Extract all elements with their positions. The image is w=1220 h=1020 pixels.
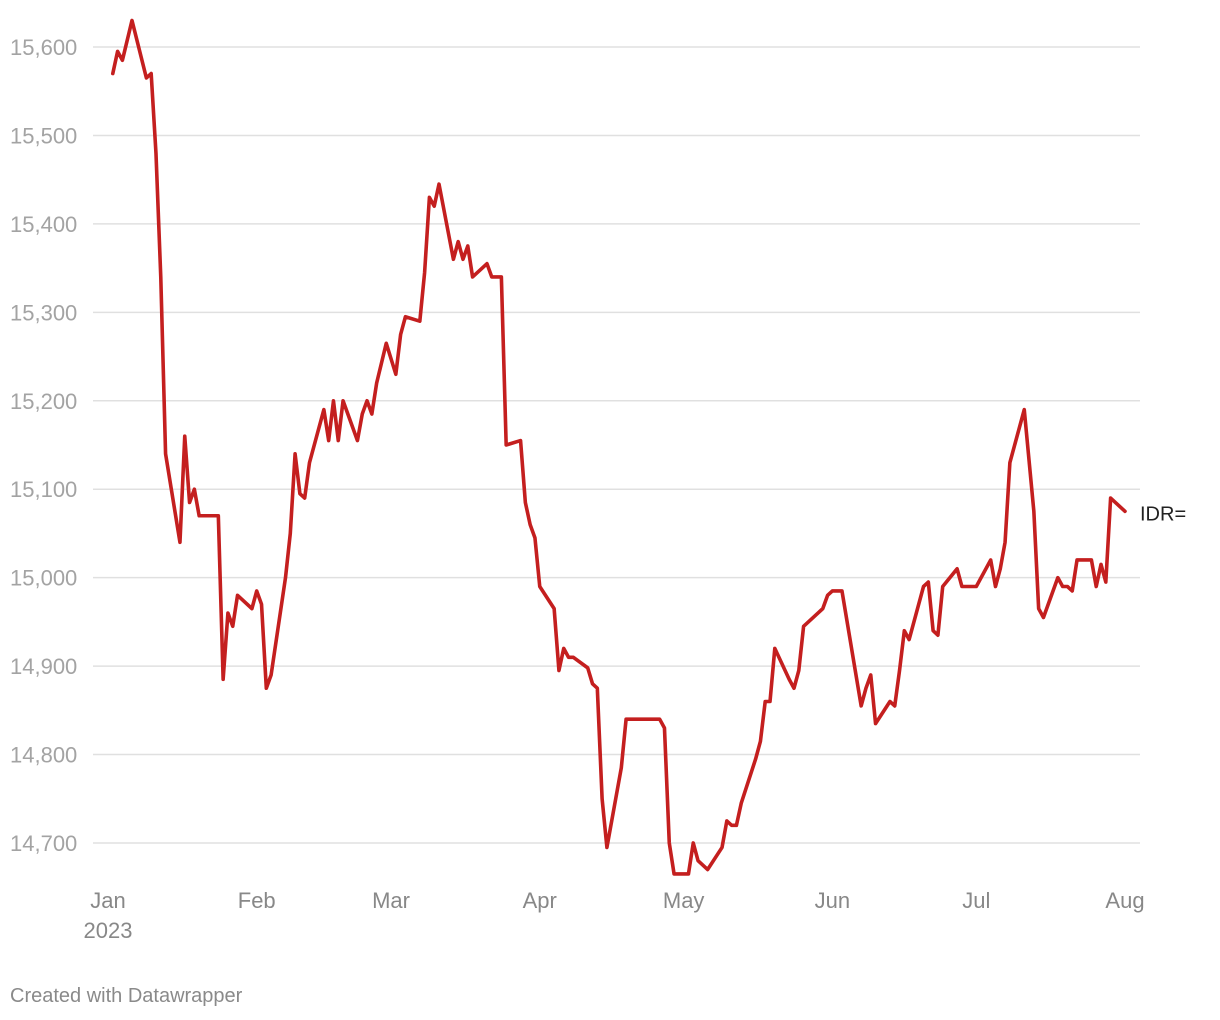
series-lines xyxy=(111,18,1127,876)
y-tick-label: 15,100 xyxy=(10,477,77,502)
chart-area: 14,700 14,800 14,900 15,000 15,100 15,200 15,3… xyxy=(10,18,1186,943)
x-tick-label: Aug xyxy=(1105,888,1144,913)
x-tick-sublabel: 2023 xyxy=(84,918,133,943)
credit-text: Created with Datawrapper xyxy=(10,985,243,1007)
x-tick-label: Mar xyxy=(372,888,410,913)
x-tick-label: Jan xyxy=(90,888,125,913)
y-tick-label: 14,700 xyxy=(10,831,77,856)
y-tick-label: 15,300 xyxy=(10,300,77,325)
x-tick-label: May xyxy=(663,888,705,913)
x-tick-label: Apr xyxy=(523,888,557,913)
series-label: IDR= xyxy=(1140,503,1186,525)
y-tick-label: 15,000 xyxy=(10,566,77,591)
y-tick-label: 15,200 xyxy=(10,389,77,414)
gridlines xyxy=(93,46,1140,844)
y-tick-label: 14,800 xyxy=(10,743,77,768)
series-line xyxy=(111,18,1127,876)
y-tick-label: 15,400 xyxy=(10,212,77,237)
y-tick-label: 15,500 xyxy=(10,123,77,148)
y-axis-tick-labels: 14,700 14,800 14,900 15,000 15,100 15,200 15,3… xyxy=(10,35,77,856)
x-tick-label: Jul xyxy=(962,888,990,913)
y-tick-label: 15,600 xyxy=(10,35,77,60)
x-axis-tick-labels: Jan 2023 Feb Mar Apr May Jun Jul Aug xyxy=(84,888,1145,943)
y-tick-label: 14,900 xyxy=(10,654,77,679)
line-chart: 14,700 14,800 14,900 15,000 15,100 15,200 15,3… xyxy=(10,18,1186,943)
series-labels: IDR= xyxy=(1140,503,1186,525)
x-tick-label: Jun xyxy=(815,888,850,913)
x-tick-label: Feb xyxy=(238,888,276,913)
